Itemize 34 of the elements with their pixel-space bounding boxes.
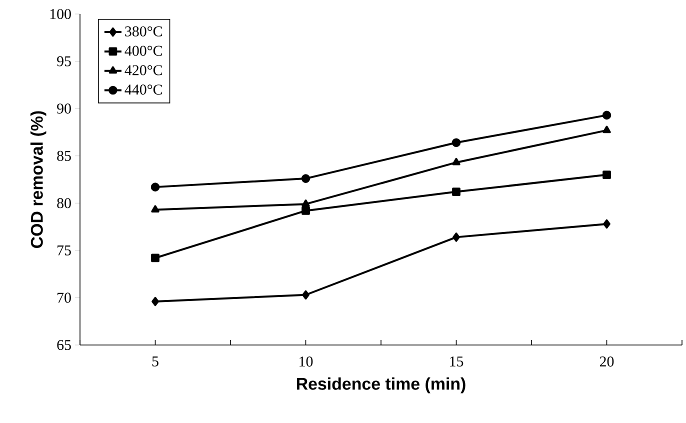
x-tick-label: 15 (450, 356, 464, 366)
x-tick-label: 5 (152, 356, 158, 366)
point (302, 206, 310, 215)
y-tick-label: 75 (58, 245, 71, 256)
y-tick-label: 70 (58, 292, 71, 303)
point (152, 296, 159, 306)
point (602, 126, 611, 134)
point (452, 232, 460, 242)
y-tick-label: 65 (57, 340, 71, 350)
y-axis-title: COD removal (%) (30, 111, 46, 248)
point (150, 182, 160, 192)
y-tick-label: 85 (57, 150, 71, 161)
point (151, 205, 160, 213)
point (452, 188, 460, 196)
legend-label: 380°C (125, 26, 162, 36)
legend-label: 440°C (124, 84, 162, 95)
x-axis-title: Residence time (min) (296, 377, 466, 394)
y-tick-label: 90 (57, 104, 71, 114)
y-tick-label: 80 (57, 198, 71, 208)
legend-label: 420°C (124, 65, 162, 76)
y-tick-label: 95 (57, 56, 71, 66)
legend-label: 400°C (124, 46, 162, 56)
y-tick-label: 100 (50, 8, 71, 20)
x-tick-label: 10 (300, 356, 313, 367)
point (302, 200, 310, 207)
point (302, 290, 310, 300)
point (301, 174, 310, 183)
point (603, 219, 610, 229)
point (602, 110, 612, 120)
point (602, 170, 611, 179)
point (452, 158, 460, 166)
point (151, 254, 160, 262)
point (452, 138, 461, 148)
x-tick-label: 20 (600, 356, 614, 367)
